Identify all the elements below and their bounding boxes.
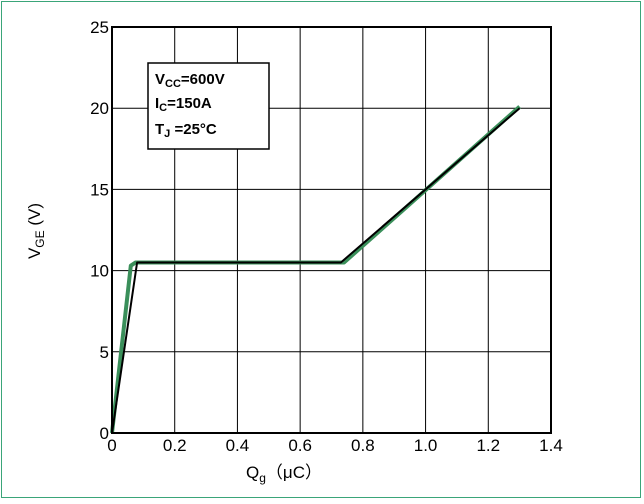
- x-tick-label: 0.4: [226, 436, 250, 455]
- x-tick-label: 0: [107, 436, 116, 455]
- x-tick-label: 0.2: [163, 436, 187, 455]
- x-tick-label: 0.8: [351, 436, 375, 455]
- y-axis-label: VGE (V): [25, 203, 47, 259]
- plot-border: [111, 26, 552, 434]
- legend-box: [147, 62, 270, 150]
- y-tick-label: 0: [100, 424, 109, 443]
- series-line-black: [111, 107, 521, 434]
- gate-charge-chart: 0 0.2 0.4 0.6 0.8 1.0 1.2 1.4 0 5 10 15 20 25 VCC=60…: [25, 18, 563, 485]
- series-group: [110, 105, 521, 434]
- y-tick-label: 20: [90, 99, 109, 118]
- x-tick-label: 1.0: [414, 436, 438, 455]
- conditions-legend: VCC=600V IC=150A TJ =25°C: [147, 62, 270, 150]
- y-tick-label: 15: [90, 180, 109, 199]
- x-tick-label: 1.4: [539, 436, 563, 455]
- y-tick-label: 5: [100, 343, 109, 362]
- y-tick-label: 10: [90, 262, 109, 281]
- y-tick-label: 25: [90, 18, 109, 37]
- x-tick-label: 0.6: [288, 436, 312, 455]
- x-axis-label: Qg（μC）: [246, 463, 322, 485]
- condition-vcc: VCC=600V: [155, 71, 225, 90]
- x-tick-labels: 0 0.2 0.4 0.6 0.8 1.0 1.2 1.4: [107, 436, 563, 455]
- condition-tj: TJ =25°C: [155, 121, 217, 140]
- y-tick-labels: 0 5 10 15 20 25: [90, 18, 109, 443]
- x-tick-label: 1.2: [476, 436, 500, 455]
- chart-frame: 0 0.2 0.4 0.6 0.8 1.0 1.2 1.4 0 5 10 15 20 25 VCC=60…: [1, 1, 641, 498]
- condition-ic: IC=150A: [155, 95, 212, 114]
- series-line-green: [110, 105, 521, 434]
